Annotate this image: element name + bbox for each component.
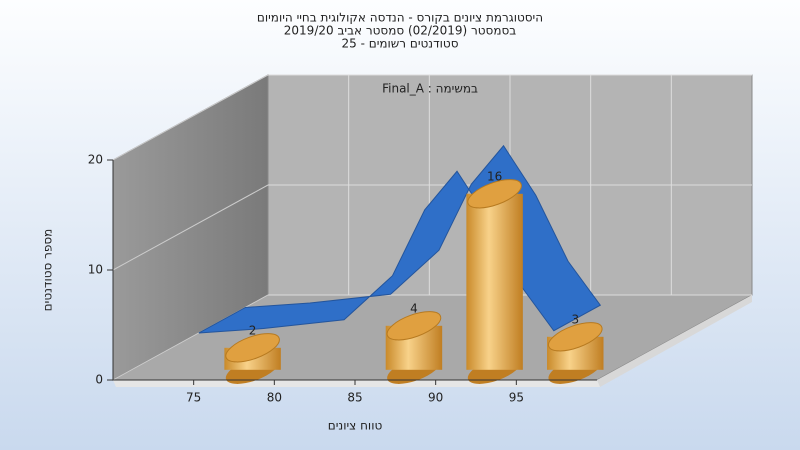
floor-edge bbox=[113, 380, 600, 387]
x-tick-label: 95 bbox=[509, 391, 524, 405]
y-tick-label: 0 bbox=[95, 373, 103, 387]
bar-top bbox=[386, 311, 442, 341]
grid-line bbox=[112, 74, 269, 161]
x-tick-label: 85 bbox=[347, 391, 362, 405]
bar-body bbox=[466, 193, 523, 370]
value-label: 2 bbox=[249, 323, 257, 337]
chart-title: היסטוגרמת ציונים בקורס - הנדסה אקולוגית … bbox=[257, 11, 543, 25]
y-tick-label: 10 bbox=[88, 263, 103, 277]
x-tick-label: 90 bbox=[428, 391, 443, 405]
bar-top bbox=[225, 333, 280, 363]
value-label: 4 bbox=[410, 301, 418, 315]
x-axis-label: טווח ציונים bbox=[328, 419, 383, 433]
x-tick-label: 80 bbox=[267, 391, 282, 405]
value-label: 16 bbox=[487, 169, 502, 183]
value-label: 3 bbox=[571, 312, 579, 326]
y-tick-label: 20 bbox=[88, 153, 103, 167]
y-axis-label: מספר סטודנטים bbox=[41, 229, 55, 312]
bar bbox=[224, 333, 281, 384]
bar bbox=[466, 179, 523, 384]
chart-title: סטודנטים רשומים - 25 bbox=[341, 37, 458, 51]
bar-top bbox=[467, 179, 522, 209]
floor-edge bbox=[597, 295, 752, 387]
bar bbox=[385, 311, 443, 384]
annotation: Final_A : במשימה bbox=[382, 82, 478, 96]
x-tick-label: 75 bbox=[186, 391, 201, 405]
bar bbox=[547, 322, 604, 384]
grid-line bbox=[112, 184, 269, 271]
bar-top bbox=[547, 322, 603, 352]
chart-title: בסמסטר (02/2019) סמסטר אביב 2019/20 bbox=[284, 24, 516, 38]
